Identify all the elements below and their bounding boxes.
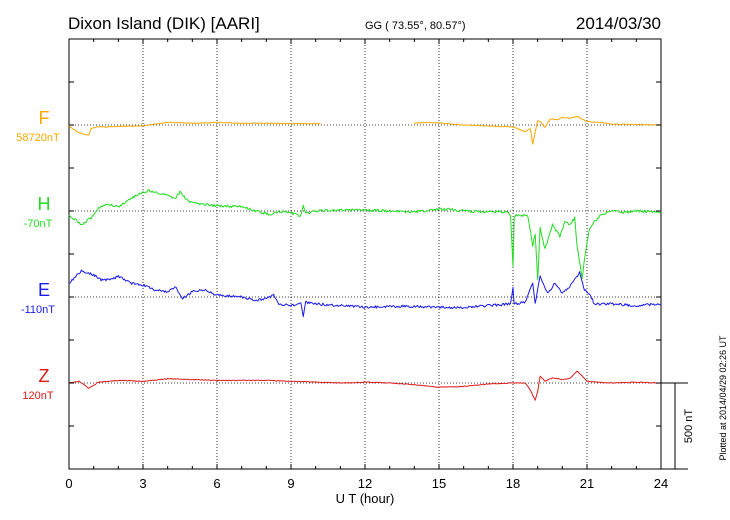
series-name-e: E [38, 280, 50, 300]
series-lines [68, 116, 662, 401]
series-name-z: Z [39, 366, 50, 386]
x-tick-label: 12 [358, 476, 372, 491]
grid-lines [142, 39, 588, 469]
series-baseline-label-z: 120nT [22, 390, 53, 402]
series-baseline-label-h: -70nT [24, 218, 53, 230]
x-tick-label: 0 [65, 476, 72, 491]
x-tick-label: 15 [432, 476, 446, 491]
plot-frame [68, 38, 662, 470]
plotted-note: Plotted at 2014/04/29 02:26 UT [718, 335, 728, 461]
x-axis-label: U T (hour) [336, 491, 395, 506]
series-baseline-label-f: 58720nT [16, 132, 60, 144]
coordinates-label: GG ( 73.55°, 80.57°) [365, 20, 466, 32]
baselines [69, 124, 661, 384]
x-tick-label: 21 [580, 476, 594, 491]
x-tick-label: 24 [654, 476, 668, 491]
series-baseline-label-e: -110nT [21, 304, 55, 316]
x-tick-label: 9 [287, 476, 294, 491]
station-title: Dixon Island (DIK) [AARI] [68, 14, 260, 33]
x-tick-label: 6 [213, 476, 220, 491]
scale-bar-label: 500 nT [683, 409, 695, 444]
series-line-f [68, 116, 662, 145]
series-line-e [68, 269, 662, 318]
series-name-f: F [39, 108, 50, 128]
x-tick-label: 3 [139, 476, 146, 491]
series-line-h [68, 189, 662, 281]
date-label: 2014/03/30 [576, 14, 661, 33]
series-line-z [68, 370, 662, 401]
scale-bar: 500 nT [661, 382, 695, 470]
series-name-h: H [38, 194, 51, 214]
series-labels: F 58720nT H -70nT E -110nT Z 120nT [16, 108, 60, 402]
x-axis-ticks: 0 3 6 9 12 15 18 21 24 [65, 39, 668, 491]
x-tick-label: 18 [506, 476, 520, 491]
